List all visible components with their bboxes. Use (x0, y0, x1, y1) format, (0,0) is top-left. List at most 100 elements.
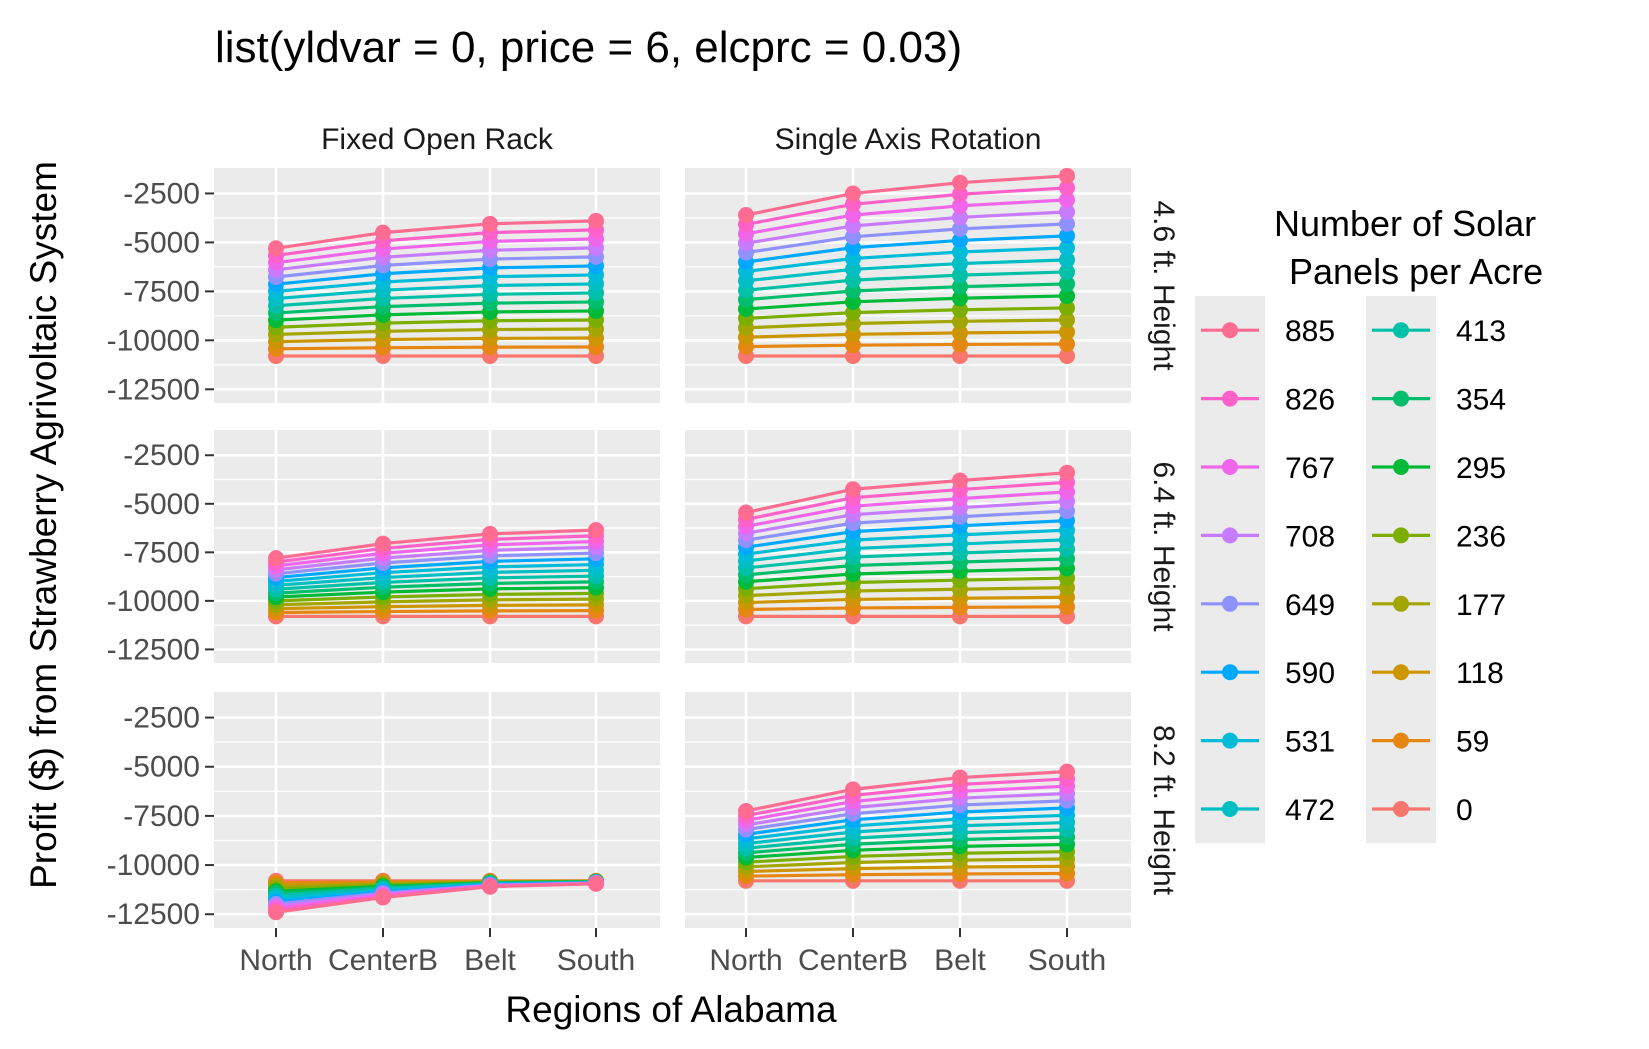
data-point-531 (1059, 239, 1075, 256)
data-point-885 (1059, 464, 1075, 481)
y-tick-label: -2500 (123, 177, 200, 210)
legend-label: 413 (1456, 315, 1506, 348)
series-line-295 (275, 309, 597, 322)
series-line-472 (275, 282, 597, 301)
row-strip-label: 6.4 ft. Height (1147, 461, 1180, 632)
data-point-767 (1059, 191, 1075, 208)
series-line-236 (745, 850, 1068, 864)
series-line-59 (275, 345, 597, 351)
series-line-177 (745, 586, 1068, 598)
legend-key-point (1222, 459, 1238, 475)
series-line-295 (745, 294, 1068, 311)
legend-title-line1: Number of Solar (1274, 203, 1536, 244)
legend-label: 531 (1285, 726, 1335, 759)
legend-key-point (1393, 459, 1409, 475)
data-point-885 (845, 481, 861, 498)
series-line-885 (275, 528, 597, 560)
panel-series-group (268, 521, 604, 625)
x-axes: North CenterB Belt South North CenterB Belt Sou… (239, 928, 1106, 977)
data-point-472 (1059, 251, 1075, 268)
series-line-118 (745, 595, 1068, 605)
series-line-413 (745, 547, 1068, 570)
series-line-59 (745, 605, 1068, 612)
y-tick-label: -2500 (123, 702, 200, 735)
legend-key-point (1222, 595, 1238, 612)
y-tick-label: -7500 (123, 275, 200, 308)
legend-label: 708 (1285, 520, 1335, 553)
y-tick-label: -2500 (123, 439, 200, 472)
series-line-590 (745, 234, 1068, 264)
data-point-885 (588, 212, 604, 229)
data-point-885 (952, 769, 968, 786)
series-line-708 (275, 246, 597, 272)
series-line-826 (745, 480, 1068, 522)
legend-key-point (1222, 390, 1238, 407)
facet-strips: Fixed Open Rack Single Axis Rotation 4.6 f… (214, 116, 1180, 896)
data-point-649 (952, 220, 968, 237)
data-point-885 (952, 174, 968, 191)
data-point-413 (952, 267, 968, 284)
series-line-354 (275, 300, 597, 315)
series-line-590 (745, 806, 1068, 836)
data-point-590 (1059, 227, 1075, 244)
row-strip-label: 8.2 ft. Height (1147, 725, 1180, 896)
data-point-59 (1059, 335, 1075, 352)
data-point-885 (588, 875, 604, 892)
legend-key-point (1222, 801, 1238, 817)
y-tick-label: -5000 (123, 226, 200, 259)
series-line-767 (745, 784, 1068, 822)
column-strip-label: Fixed Open Rack (321, 123, 554, 156)
data-point-0 (1059, 348, 1075, 364)
data-point-885 (375, 889, 391, 906)
y-axes: -2500 -5000 -7500 -10000 -12500 -2500 -5000 -75… (107, 177, 214, 931)
y-tick-label: -12500 (107, 633, 200, 666)
legend-key-point (1222, 732, 1238, 749)
data-point-885 (738, 504, 754, 521)
series-line-413 (745, 270, 1068, 292)
series-line-354 (745, 557, 1068, 577)
legend-label: 767 (1285, 452, 1335, 485)
series-line-413 (275, 574, 597, 591)
series-line-708 (745, 791, 1068, 827)
panel-series-group (738, 167, 1075, 364)
legend-key-point (1393, 801, 1409, 817)
series-line-295 (745, 566, 1068, 584)
series-line-649 (745, 509, 1068, 542)
data-point-885 (1059, 763, 1075, 780)
data-point-649 (1059, 215, 1075, 232)
series-line-118 (745, 330, 1068, 339)
data-point-885 (738, 802, 754, 819)
series-line-767 (275, 539, 597, 568)
x-tick-label: South (557, 944, 635, 977)
x-tick-label: Belt (934, 944, 986, 977)
data-point-885 (482, 878, 498, 895)
series-line-118 (275, 603, 597, 611)
series-line-472 (745, 258, 1068, 283)
legend-key-point (1393, 595, 1409, 612)
series-line-236 (275, 318, 597, 329)
x-tick-label: South (1028, 944, 1106, 977)
data-point-885 (1059, 167, 1075, 184)
y-tick-label: -10000 (107, 849, 200, 882)
panel-series-group (738, 763, 1075, 889)
series-line-59 (275, 609, 597, 615)
series-line-649 (275, 551, 597, 576)
series-line-177 (275, 597, 597, 607)
data-point-59 (952, 336, 968, 353)
y-axis-title: Profit ($) from Strawberry Agrivoltaic S… (23, 161, 64, 889)
legend-label: 236 (1456, 520, 1506, 553)
data-point-885 (482, 525, 498, 542)
panel-series-group (268, 212, 604, 364)
data-point-118 (1059, 323, 1075, 340)
x-axis-title: Regions of Alabama (505, 989, 837, 1030)
data-point-413 (1059, 263, 1075, 280)
legend-label: 295 (1456, 452, 1506, 485)
legend-key-point (1393, 732, 1409, 749)
x-tick-label: North (239, 944, 312, 977)
chart-title: list(yldvar = 0, price = 6, elcprc = 0.0… (215, 23, 962, 72)
panel-series-group (268, 872, 604, 921)
series-line-826 (745, 777, 1068, 818)
series-line-649 (745, 222, 1068, 255)
x-tick-label: CenterB (328, 944, 438, 977)
